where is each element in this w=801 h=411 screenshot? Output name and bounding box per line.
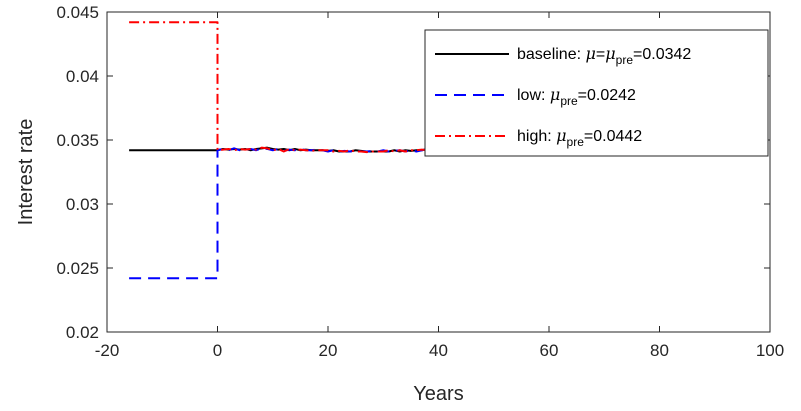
x-tick-label: 100 <box>756 341 784 360</box>
series-layer <box>129 21 439 280</box>
y-tick-label: 0.03 <box>66 195 99 214</box>
legend-baseline-eq: = <box>596 46 605 63</box>
legend-entry-baseline: baseline: μ=μpre=0.0342 <box>517 44 691 67</box>
y-tick-label: 0.035 <box>56 131 99 150</box>
legend-baseline-prefix: baseline: <box>517 46 586 63</box>
series-line-high <box>129 21 439 154</box>
y-tick-label: 0.04 <box>66 67 99 86</box>
legend-low-mu: μ <box>550 85 560 104</box>
legend: baseline: μ=μpre=0.0342 low: μpre=0.0242… <box>424 29 769 157</box>
legend-entry-low: low: μpre=0.0242 <box>517 85 636 108</box>
ticks-layer: -20 0 20 40 60 80 100 0.02 0.025 0.03 0.035 0.04 0.0… <box>56 3 784 360</box>
legend-low-sub: pre <box>560 94 578 108</box>
x-tick-label: 40 <box>429 341 448 360</box>
legend-high-sub: pre <box>567 135 585 149</box>
legend-low-value: =0.0242 <box>578 87 636 104</box>
y-tick-label: 0.025 <box>56 259 99 278</box>
legend-baseline-mu2: μ <box>605 44 615 63</box>
x-tick-label: -20 <box>95 341 120 360</box>
legend-baseline-mu: μ <box>586 44 596 63</box>
x-tick-label: 80 <box>650 341 669 360</box>
x-tick-label: 0 <box>213 341 222 360</box>
x-axis-label: Years <box>413 383 463 405</box>
legend-entry-high: high: μpre=0.0442 <box>517 126 642 149</box>
legend-high-mu: μ <box>556 126 566 145</box>
y-tick-label: 0.045 <box>56 3 99 22</box>
y-tick-label: 0.02 <box>66 323 99 342</box>
legend-low-prefix: low: <box>517 87 550 104</box>
legend-high-value: =0.0442 <box>584 128 642 145</box>
legend-baseline-sub: pre <box>616 53 634 67</box>
x-tick-label: 60 <box>540 341 559 360</box>
x-tick-label: 20 <box>319 341 338 360</box>
y-axis-label: Interest rate <box>15 119 37 226</box>
legend-baseline-value: =0.0342 <box>633 46 691 63</box>
legend-high-prefix: high: <box>517 128 556 145</box>
